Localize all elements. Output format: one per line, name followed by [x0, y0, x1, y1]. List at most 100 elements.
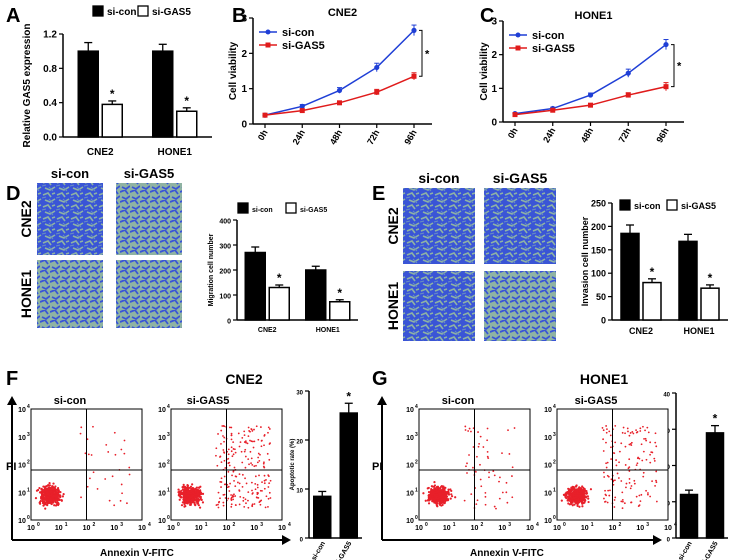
F-ytick-label: 0 [300, 538, 304, 544]
flow-f-si-gas5-event [233, 479, 235, 482]
A-bar-HONE1-si-con [152, 50, 174, 138]
flow-g-si-con-event [493, 474, 496, 477]
flow-g-si-gas5-event [582, 488, 586, 491]
flow-g-si-con-event [486, 455, 489, 458]
flow-g-si-gas5-event [613, 452, 616, 455]
flow-g-si-gas5-event [615, 464, 618, 467]
flow-g-si-gas5-event [574, 485, 578, 488]
flow-g-si-con-event [507, 429, 509, 432]
flow-g-si-gas5-event [585, 490, 588, 493]
flow-g-si-gas5-event [635, 429, 637, 432]
flow-f-si-gas5-event [241, 485, 244, 488]
flow-f-si-gas5-event [267, 474, 270, 477]
flow-g-si-gas5-event [608, 494, 611, 497]
flow-f-si-gas5-event [261, 481, 263, 483]
flow-f-si-gas5-event [223, 436, 226, 439]
flow-f-si-con-event [57, 501, 60, 505]
flow-g-si-con-event [426, 499, 429, 502]
flow-f-si-con-xtick-exp: 4 [148, 522, 151, 528]
B-legend-marker [265, 42, 271, 48]
E-category-label: HONE1 [683, 326, 714, 336]
flow-g-si-con-event [443, 501, 446, 504]
flow-g-si-con-event [492, 470, 495, 473]
flow-f-xlabel: Annexin V-FITC [100, 548, 174, 559]
flow-f-si-gas5-event [230, 434, 233, 437]
flow-f-si-gas5-event [234, 504, 237, 506]
flow-g-si-con-xtick-exp: 3 [508, 522, 511, 528]
flow-g-si-gas5-event [576, 504, 579, 508]
flow-f-si-con-event [120, 448, 123, 451]
C-point-si-GAS5 [588, 102, 593, 108]
flow-g-si-con-event [437, 499, 441, 502]
C-xtick-label: 0h [506, 126, 520, 140]
flow-f-si-con-event [58, 494, 61, 497]
flow-f-si-gas5-event [199, 489, 202, 492]
flow-g-si-gas5-event [622, 426, 625, 429]
flow-g-si-con-event [488, 476, 490, 479]
flow-g-si-gas5-xtick-exp: 2 [619, 522, 622, 528]
flow-g-si-con-event [493, 505, 496, 508]
flow-f-si-con-event [126, 502, 128, 505]
flow-f-si-gas5-event [250, 462, 252, 465]
flow-f-si-gas5-event [196, 490, 199, 493]
chart-c: 0 1 2 3 Cell viability 0h 24h 48h 72h 96h HONE1 si-… [479, 10, 684, 144]
flow-f-si-gas5-event [186, 484, 190, 487]
flow-g-si-gas5-event [621, 500, 624, 503]
flow-f-si-gas5-event [191, 498, 194, 501]
flow-f-si-con-event [57, 498, 60, 501]
flow-g-si-con-event [505, 491, 508, 494]
flow-f-si-gas5-event [179, 495, 182, 498]
flow-g-si-con-event [450, 495, 454, 498]
flow-f-si-gas5-ytick-label: 10 [158, 435, 166, 442]
flow-g-si-gas5-event [649, 495, 652, 498]
B-ytick-label: 0 [241, 120, 247, 131]
flow-f-si-con-event [46, 498, 49, 501]
flow-f-si-gas5-event [253, 428, 255, 431]
flow-g-si-gas5-ytick-label: 10 [544, 435, 552, 442]
flow-g-si-gas5-event [578, 486, 581, 489]
flow-f-si-gas5-event [227, 457, 230, 460]
C-title: HONE1 [575, 10, 613, 22]
flow-f-si-con-ytick-exp: 3 [27, 432, 30, 438]
flow-g-si-gas5-event [567, 491, 570, 495]
micro-d-col-si-gas5: si-GAS5 [124, 166, 175, 181]
flow-f-si-gas5-event [230, 494, 232, 496]
flow-f-si-con-event [57, 489, 60, 492]
A-legend-label-si-con: si-con [107, 7, 136, 18]
flow-f-col-si-gas5: si-GAS5 [187, 395, 230, 407]
flow-g-title: HONE1 [580, 371, 628, 387]
flow-f-si-gas5-ytick-label: 10 [158, 518, 166, 525]
flow-f-si-gas5-event [261, 439, 263, 442]
flow-g-si-gas5-event [649, 453, 652, 456]
flow-g-si-con-event [464, 429, 467, 431]
flow-f-si-gas5-event [241, 437, 244, 439]
flow-f-si-con-xtick-exp: 1 [65, 522, 68, 528]
flow-f-si-gas5-event [217, 491, 220, 494]
flow-f-si-con-event [42, 496, 45, 499]
flow-f-si-con-event [40, 488, 43, 491]
flow-g-si-con-event [441, 488, 445, 491]
chart-b: 0 1 2 3 Cell viability 0h 24h 48h 72h 96h CNE2 si-c… [228, 7, 432, 146]
B-xtick-label: 72h [365, 128, 381, 146]
flow-g-si-gas5-event [572, 496, 576, 500]
C-ylabel: Cell viability [479, 42, 490, 101]
micro-e-col-si-gas5: si-GAS5 [493, 170, 548, 186]
D-sig-star: * [277, 271, 282, 285]
flow-f-si-gas5-event [193, 501, 196, 504]
flow-f-si-gas5-event [180, 489, 183, 492]
flow-g-si-gas5-event [631, 431, 634, 433]
flow-f-si-gas5-event [222, 435, 224, 437]
flow-g-si-gas5-event [621, 491, 624, 494]
flow-g-si-con-event [463, 499, 466, 502]
flow-f-si-gas5-event [230, 505, 233, 508]
flow-plot-f-si-con: 10 010 010 110 110 210 210 310 310 410 4 [18, 404, 151, 532]
B-ytick-label: 3 [241, 14, 247, 25]
flow-g-si-gas5-event [628, 470, 631, 472]
flow-g-si-con-ytick-exp: 3 [415, 432, 418, 438]
E-legend-swatch-si-con [619, 199, 631, 211]
flow-f-si-gas5-event [255, 464, 257, 467]
flow-f-si-gas5-event [259, 453, 261, 456]
flow-f-si-con-event [105, 443, 108, 446]
flow-f-si-con-event [128, 473, 131, 476]
